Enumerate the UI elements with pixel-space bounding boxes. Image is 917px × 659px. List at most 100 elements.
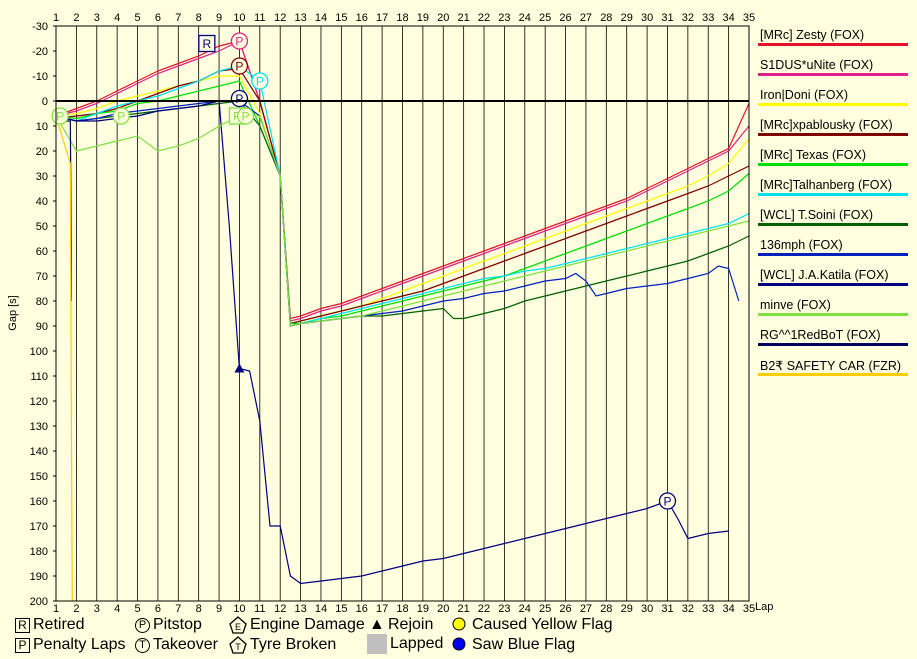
series-line-8 bbox=[55, 100, 729, 585]
key-saw-blue: Saw Blue Flag bbox=[451, 636, 575, 654]
legend-label: [MRc] Texas (FOX) bbox=[760, 148, 867, 162]
x-tick-bottom: 3 bbox=[94, 603, 100, 615]
x-tick-top: 19 bbox=[417, 12, 429, 24]
key-takeover: T Takeover bbox=[135, 636, 218, 654]
x-tick-bottom: 13 bbox=[294, 603, 306, 615]
x-tick-bottom: 30 bbox=[641, 603, 653, 615]
x-tick-bottom: 6 bbox=[155, 603, 161, 615]
pitstop-marker bbox=[251, 72, 269, 90]
y-tick-label: 80 bbox=[36, 296, 48, 308]
series-lines bbox=[55, 40, 750, 602]
x-tick-bottom: 17 bbox=[376, 603, 388, 615]
x-tick-top: 33 bbox=[702, 12, 714, 24]
y-tick-label: 180 bbox=[30, 546, 48, 558]
x-tick-top: 7 bbox=[175, 12, 181, 24]
x-tick-top: 20 bbox=[437, 12, 449, 24]
y-tick-label: 100 bbox=[30, 346, 48, 358]
pitstop-marker bbox=[230, 57, 249, 75]
x-tick-bottom: 16 bbox=[356, 603, 368, 615]
x-tick-top: 11 bbox=[254, 12, 265, 24]
y-tick-label: -10 bbox=[32, 71, 48, 83]
x-tick-top: 1 bbox=[53, 12, 59, 24]
y-tick-label: 190 bbox=[30, 571, 48, 583]
marker-symbol: P bbox=[117, 110, 125, 124]
legend-item: S1DUS*uNite (FOX) bbox=[755, 54, 915, 84]
x-tick-top: 22 bbox=[478, 12, 490, 24]
legend-swatch bbox=[758, 343, 908, 346]
legend-item: [MRc] Zesty (FOX) bbox=[755, 24, 915, 54]
x-tick-top: 13 bbox=[294, 12, 306, 24]
legend-swatch bbox=[758, 43, 908, 46]
engine-damage-icon: E bbox=[229, 616, 247, 634]
x-tick-top: 8 bbox=[196, 12, 202, 24]
x-tick-bottom: 2 bbox=[73, 603, 79, 615]
x-tick-top: 35 bbox=[743, 12, 755, 24]
key-rejoin: ▲ Rejoin bbox=[369, 616, 433, 634]
legend-label: S1DUS*uNite (FOX) bbox=[760, 58, 874, 72]
y-tick-label: 130 bbox=[30, 421, 48, 433]
x-tick-bottom: 29 bbox=[621, 603, 633, 615]
legend-swatch bbox=[758, 133, 908, 136]
legend-label: [MRc]xpablousky (FOX) bbox=[760, 118, 893, 132]
x-tick-bottom: 28 bbox=[600, 603, 612, 615]
x-tick-top: 3 bbox=[94, 12, 100, 24]
x-tick-top: 17 bbox=[376, 12, 388, 24]
legend-swatch bbox=[758, 163, 908, 166]
penalty-laps-icon: P bbox=[15, 637, 30, 653]
x-tick-bottom: 26 bbox=[559, 603, 571, 615]
y-tick-label: 110 bbox=[30, 371, 48, 383]
key-saw-blue-label: Saw Blue Flag bbox=[472, 636, 576, 653]
legend-item: 136mph (FOX) bbox=[755, 234, 915, 264]
x-tick-bottom: 24 bbox=[519, 603, 531, 615]
key-caused-yellow-label: Caused Yellow Flag bbox=[472, 616, 613, 633]
legend-label: [MRc] Zesty (FOX) bbox=[760, 28, 865, 42]
legend-label: RG^^1RedBoT (FOX) bbox=[760, 328, 881, 342]
x-tick-top: 15 bbox=[335, 12, 347, 24]
y-tick-label: 30 bbox=[36, 171, 48, 183]
key-penalty-laps: P Penalty Laps bbox=[15, 636, 126, 654]
series-line-5 bbox=[55, 65, 750, 327]
blue-flag-dot-icon bbox=[451, 636, 469, 654]
legend: [MRc] Zesty (FOX) S1DUS*uNite (FOX) Iron|D… bbox=[755, 24, 915, 384]
y-tick-label: 60 bbox=[36, 246, 48, 258]
series-line-7 bbox=[55, 100, 740, 327]
x-tick-top: 21 bbox=[458, 12, 470, 24]
legend-item: B2₹ SAFETY CAR (FZR) bbox=[755, 354, 915, 384]
x-tick-bottom: 27 bbox=[580, 603, 592, 615]
legend-swatch bbox=[758, 313, 908, 316]
pitstop-icon: P bbox=[135, 617, 150, 633]
yellow-flag-dot-icon bbox=[451, 616, 469, 634]
legend-label: [MRc]Talhanberg (FOX) bbox=[760, 178, 892, 192]
marker-symbol: P bbox=[235, 35, 243, 49]
key-retired: R Retired bbox=[15, 616, 85, 634]
x-tick-top: 30 bbox=[641, 12, 653, 24]
legend-swatch bbox=[758, 373, 908, 376]
x-tick-bottom: 7 bbox=[175, 603, 181, 615]
legend-swatch bbox=[758, 283, 908, 286]
marker-symbol: P bbox=[56, 110, 64, 124]
y-tick-label: 70 bbox=[36, 271, 48, 283]
x-tick-bottom: 23 bbox=[498, 603, 510, 615]
marker-symbol: R bbox=[202, 37, 211, 51]
axes: 1122334455667788991010111112121313141415… bbox=[30, 12, 755, 615]
x-tick-top: 5 bbox=[134, 12, 140, 24]
x-tick-top: 4 bbox=[114, 12, 120, 24]
x-tick-bottom: 12 bbox=[274, 603, 286, 615]
x-tick-top: 29 bbox=[621, 12, 633, 24]
series-line-1 bbox=[55, 40, 750, 322]
legend-item: RG^^1RedBoT (FOX) bbox=[755, 324, 915, 354]
key-retired-label: Retired bbox=[33, 616, 85, 633]
retired-icon: R bbox=[15, 617, 30, 633]
lapped-swatch-icon bbox=[367, 634, 387, 654]
legend-swatch bbox=[758, 103, 908, 106]
pitstop-marker bbox=[230, 89, 249, 108]
x-tick-bottom: 8 bbox=[196, 603, 202, 615]
x-tick-bottom: 18 bbox=[396, 603, 408, 615]
legend-label: 136mph (FOX) bbox=[760, 238, 843, 252]
x-tick-top: 9 bbox=[216, 12, 222, 24]
legend-label: [WCL] T.Soini (FOX) bbox=[760, 208, 873, 222]
legend-item: [MRc]Talhanberg (FOX) bbox=[755, 174, 915, 204]
pitstop-marker bbox=[112, 107, 130, 125]
y-tick-label: 0 bbox=[42, 96, 48, 108]
x-tick-top: 10 bbox=[233, 12, 245, 24]
